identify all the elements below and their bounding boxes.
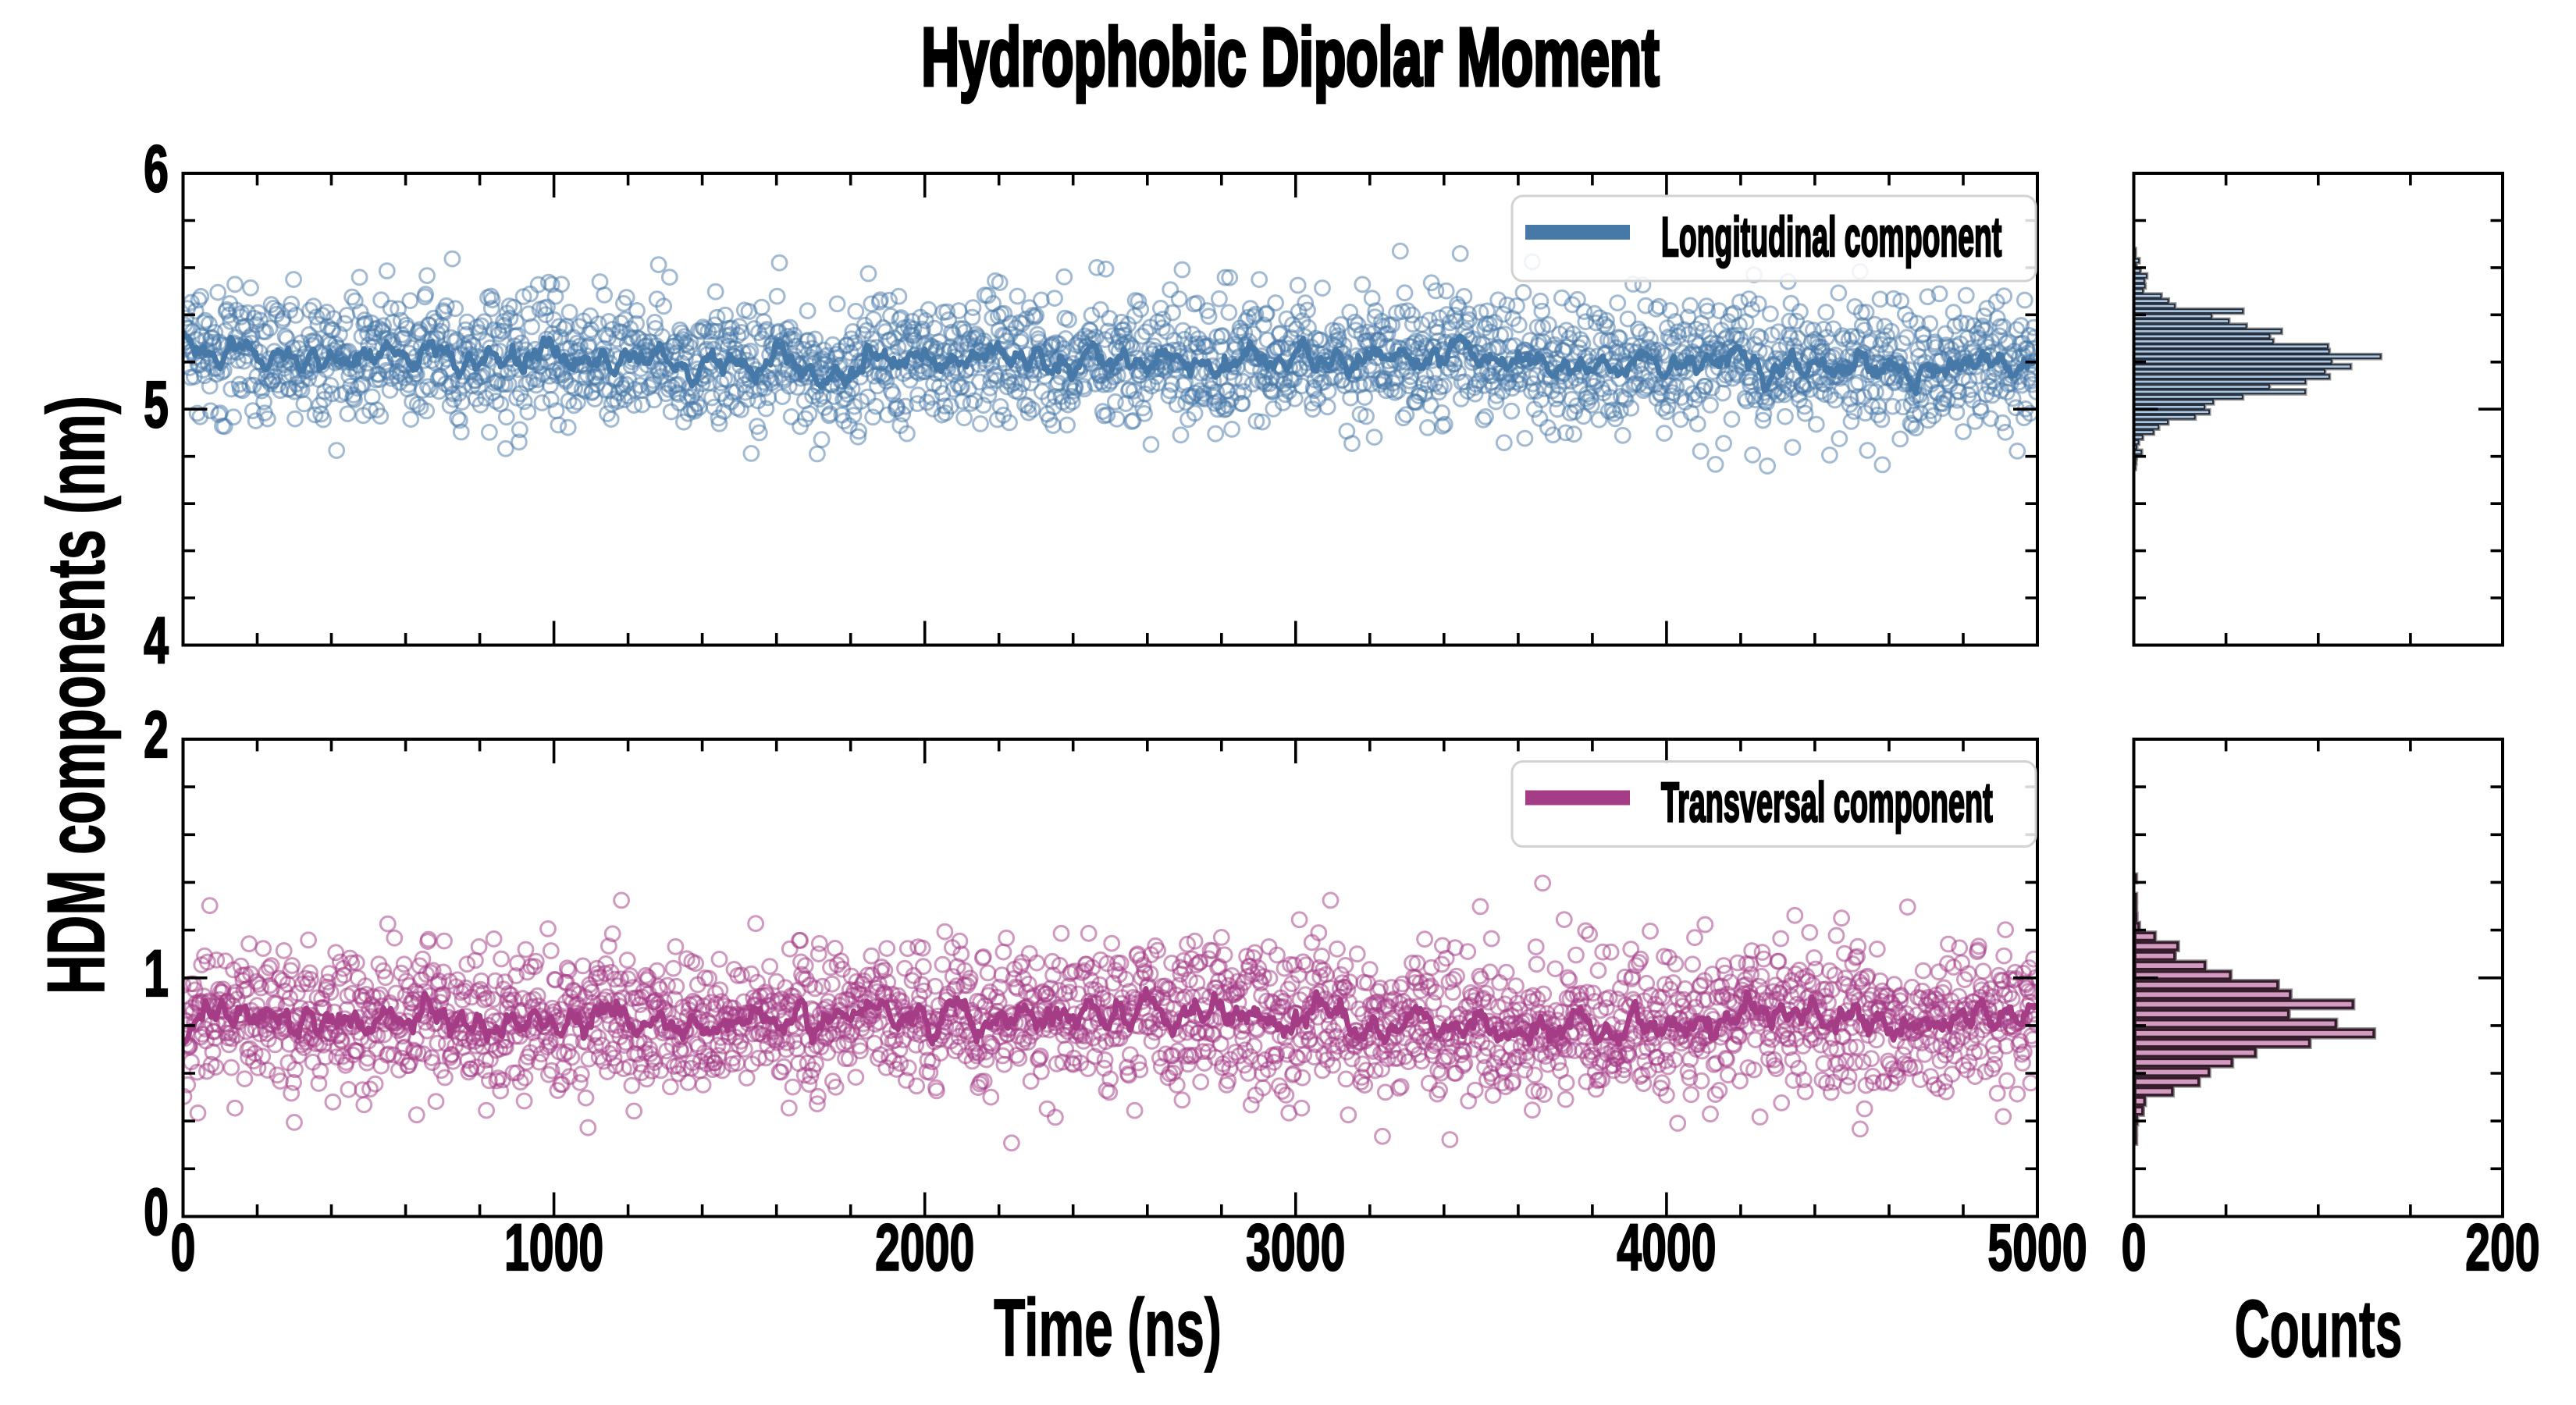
svg-text:Hydrophobic Dipolar Moment: Hydrophobic Dipolar Moment [921, 11, 1659, 103]
svg-text:0: 0 [2122, 1211, 2147, 1285]
svg-text:5000: 5000 [1987, 1211, 2087, 1285]
svg-text:6: 6 [144, 133, 169, 206]
svg-text:2000: 2000 [875, 1211, 974, 1285]
svg-text:Time (ns): Time (ns) [994, 1282, 1222, 1373]
svg-text:4: 4 [144, 605, 169, 678]
svg-text:Counts: Counts [2235, 1284, 2403, 1375]
svg-text:3000: 3000 [1246, 1211, 1345, 1285]
svg-text:Longitudinal component: Longitudinal component [1661, 207, 2001, 269]
svg-text:0: 0 [144, 1176, 169, 1250]
svg-text:5: 5 [144, 368, 169, 442]
svg-text:Transversal component: Transversal component [1661, 772, 1993, 834]
svg-text:HDM components (nm): HDM components (nm) [30, 396, 121, 994]
svg-text:4000: 4000 [1617, 1211, 1716, 1285]
svg-text:0: 0 [171, 1211, 196, 1285]
svg-text:2: 2 [144, 699, 169, 772]
svg-text:200: 200 [2465, 1211, 2539, 1285]
svg-text:1000: 1000 [504, 1211, 603, 1285]
svg-text:1: 1 [144, 937, 169, 1011]
